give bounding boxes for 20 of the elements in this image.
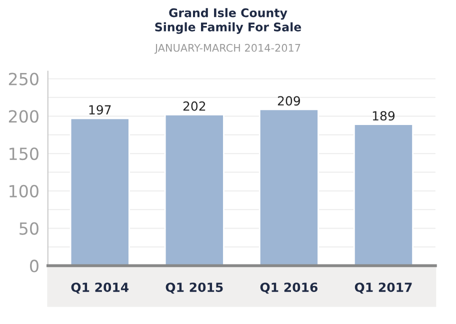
data-label: 197 bbox=[89, 105, 111, 115]
x-tick-label: Q1 2017 bbox=[354, 282, 412, 294]
y-tick-label: 50 bbox=[20, 222, 38, 235]
bar bbox=[353, 124, 414, 266]
data-label: 189 bbox=[372, 111, 395, 121]
bar bbox=[258, 108, 319, 266]
y-tick-label: 200 bbox=[8, 110, 38, 123]
data-label: 209 bbox=[278, 96, 300, 106]
y-tick-label: 150 bbox=[10, 147, 38, 160]
chart-subtitle: JANUARY-MARCH 2014-2017 bbox=[154, 44, 300, 54]
chart-title: Grand Isle County Single Family For Sale bbox=[155, 8, 302, 34]
y-tick-label: 250 bbox=[8, 72, 38, 86]
y-tick-label: 100 bbox=[10, 184, 38, 198]
x-tick-label: Q1 2015 bbox=[166, 282, 223, 294]
y-tick-label: 0 bbox=[30, 260, 38, 272]
bar bbox=[70, 118, 130, 266]
x-tick-label: Q1 2014 bbox=[71, 282, 129, 294]
data-label: 202 bbox=[183, 101, 206, 111]
bar bbox=[164, 114, 224, 266]
x-tick-label: Q1 2016 bbox=[260, 282, 318, 294]
